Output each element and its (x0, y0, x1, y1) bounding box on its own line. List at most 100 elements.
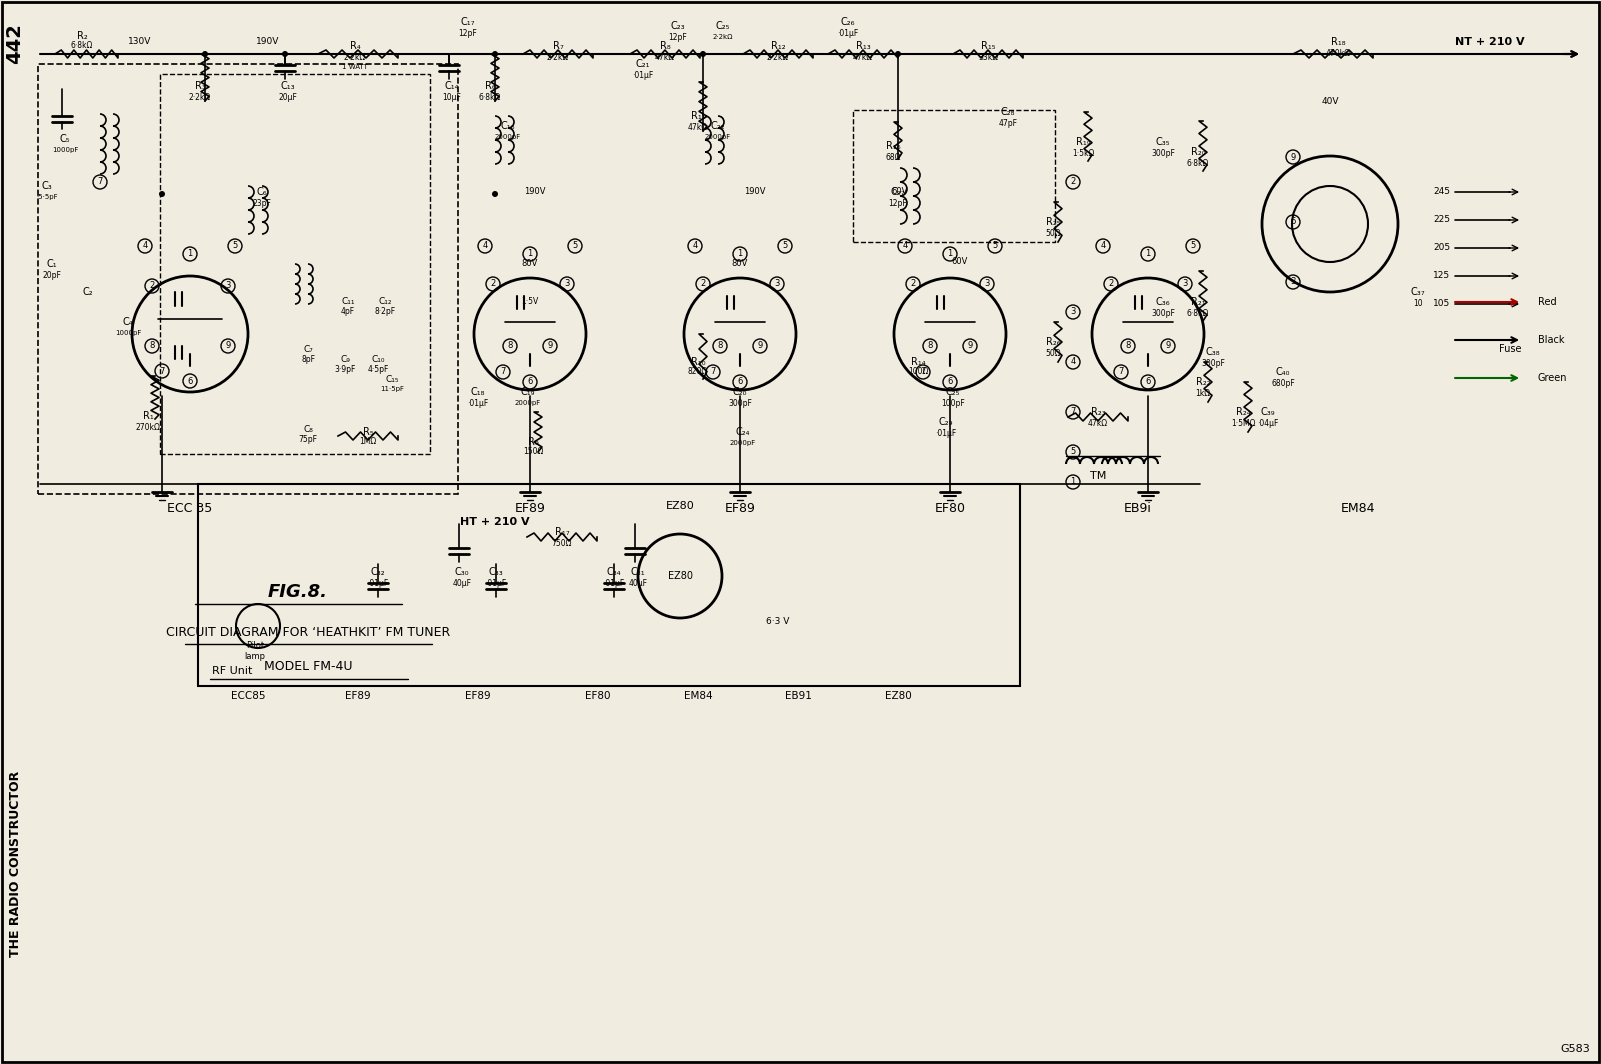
Text: 75pF: 75pF (298, 434, 317, 444)
Text: C₂₄: C₂₄ (736, 427, 751, 437)
Text: 4: 4 (482, 242, 488, 250)
Text: 4·5pF: 4·5pF (367, 365, 389, 373)
Circle shape (202, 51, 208, 57)
Text: C₈: C₈ (303, 425, 312, 433)
Text: 7: 7 (1071, 408, 1076, 416)
Text: C₃: C₃ (42, 181, 53, 192)
Text: C₁₄: C₁₄ (445, 81, 459, 92)
Text: EZ80: EZ80 (668, 571, 693, 581)
Text: 9: 9 (1290, 152, 1295, 162)
Circle shape (158, 192, 165, 197)
Text: EF80: EF80 (935, 502, 965, 515)
Text: Green: Green (1539, 373, 1567, 383)
Text: 5: 5 (1071, 448, 1076, 456)
Circle shape (700, 51, 706, 57)
Text: 3: 3 (564, 280, 570, 288)
Text: 4: 4 (903, 242, 908, 250)
Text: ·04μF: ·04μF (1257, 418, 1279, 428)
Text: C₂₉: C₂₉ (938, 417, 953, 427)
Text: 205: 205 (1433, 244, 1451, 252)
Text: Black: Black (1539, 335, 1564, 345)
Text: 2·2kΩ: 2·2kΩ (767, 52, 789, 62)
Text: 2000pF: 2000pF (495, 134, 520, 140)
Text: C₄₀: C₄₀ (1276, 367, 1290, 377)
Text: R₂₃: R₂₃ (1090, 408, 1105, 417)
Text: 6·8kΩ: 6·8kΩ (70, 41, 93, 50)
Text: 6: 6 (738, 378, 743, 386)
Text: R₇: R₇ (552, 41, 564, 51)
Text: 40μF: 40μF (453, 579, 472, 587)
Text: 6: 6 (948, 378, 953, 386)
Text: R₅: R₅ (363, 427, 373, 437)
Text: C₁₇: C₁₇ (461, 17, 475, 27)
Text: 2·2kΩ: 2·2kΩ (548, 52, 568, 62)
Text: 1·5V: 1·5V (522, 298, 538, 306)
Text: ·01μF: ·01μF (467, 399, 488, 408)
Text: 225: 225 (1433, 216, 1451, 225)
Text: 3·9pF: 3·9pF (335, 365, 355, 373)
Text: R₂₅: R₂₅ (1045, 217, 1060, 227)
Text: 1: 1 (187, 249, 192, 259)
Text: 8: 8 (717, 342, 722, 350)
Text: 47pF: 47pF (999, 118, 1018, 128)
Text: C₉: C₉ (339, 354, 351, 364)
Text: C₃₅: C₃₅ (1156, 137, 1170, 147)
Bar (199, 484, 1020, 686)
Text: 245: 245 (1433, 187, 1451, 197)
Text: ·01μF: ·01μF (485, 579, 506, 587)
Text: 47kΩ: 47kΩ (688, 122, 708, 132)
Text: R₆: R₆ (485, 81, 495, 92)
Text: 2: 2 (1108, 280, 1114, 288)
Text: R₁₆: R₁₆ (885, 142, 900, 151)
Text: R₂₁: R₂₁ (1191, 297, 1206, 307)
Text: 1000pF: 1000pF (51, 147, 78, 153)
Text: 9: 9 (757, 342, 762, 350)
Text: 4pF: 4pF (341, 307, 355, 316)
Text: R₁: R₁ (142, 411, 154, 421)
Text: 300pF: 300pF (1151, 309, 1175, 317)
Text: C₄: C₄ (123, 317, 133, 327)
Text: 3: 3 (985, 280, 989, 288)
Text: HT + 210 V: HT + 210 V (459, 517, 530, 527)
Text: R₂₀: R₂₀ (1191, 147, 1206, 157)
Text: 6: 6 (1290, 217, 1295, 227)
Text: 6·8kΩ: 6·8kΩ (1186, 309, 1209, 317)
Bar (853, 110, 1055, 242)
Text: ·01μF: ·01μF (604, 579, 624, 587)
Text: C₃₈: C₃₈ (1206, 347, 1220, 358)
Text: C₂₅: C₂₅ (946, 387, 961, 397)
Text: 8pF: 8pF (301, 354, 315, 364)
Text: C₁₈: C₁₈ (471, 387, 485, 397)
Text: 8: 8 (508, 342, 512, 350)
Text: EZ80: EZ80 (666, 501, 695, 511)
Text: 680pF: 680pF (1271, 379, 1295, 387)
Text: 300pF: 300pF (1151, 149, 1175, 157)
Text: 7: 7 (98, 178, 102, 186)
Text: 6: 6 (1145, 378, 1151, 386)
Text: C₆: C₆ (256, 187, 267, 197)
Text: 7: 7 (500, 367, 506, 377)
Text: 7: 7 (711, 367, 716, 377)
Text: 125: 125 (1433, 271, 1451, 281)
Text: 1 WATT: 1 WATT (343, 64, 368, 70)
Text: 5: 5 (232, 242, 237, 250)
Text: C₁₂: C₁₂ (378, 298, 392, 306)
Text: 8: 8 (927, 342, 933, 350)
Text: 4: 4 (1100, 242, 1106, 250)
Text: 190V: 190V (524, 187, 546, 197)
Text: FIG.8.: FIG.8. (267, 583, 328, 601)
Text: NT + 210 V: NT + 210 V (1455, 37, 1524, 47)
Text: 2000pF: 2000pF (730, 440, 756, 446)
Text: 8: 8 (1126, 342, 1130, 350)
Text: 60V: 60V (892, 187, 908, 197)
Text: 6·8kΩ: 6·8kΩ (479, 93, 501, 101)
Text: EF80: EF80 (586, 691, 610, 701)
Text: 23pF: 23pF (253, 199, 272, 207)
Text: R₁₉: R₁₉ (1076, 137, 1090, 147)
Text: 8·2pF: 8·2pF (375, 307, 395, 316)
Text: 9: 9 (1166, 342, 1170, 350)
Text: C₃₄: C₃₄ (607, 567, 621, 577)
Text: 47kΩ: 47kΩ (655, 52, 676, 62)
Text: ·01μF: ·01μF (935, 429, 957, 437)
Text: EZ80: EZ80 (885, 691, 911, 701)
